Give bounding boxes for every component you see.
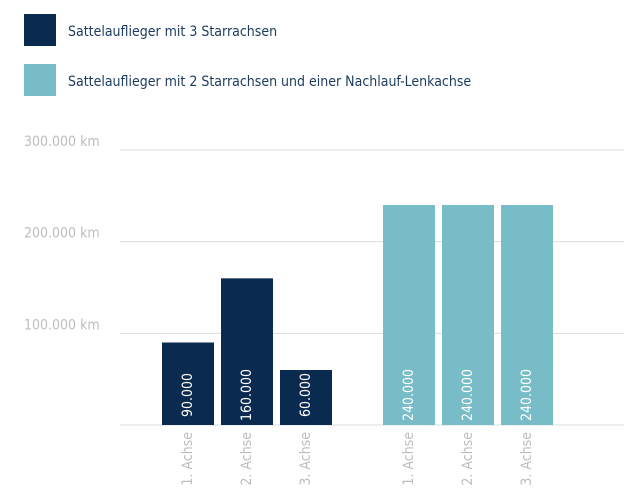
legend-swatch [24, 14, 56, 46]
x-tick-label: 3. Achse [298, 432, 314, 486]
x-tick-label: 2. Achse [460, 432, 476, 486]
bar [221, 278, 273, 425]
y-tick-label: 200.000 km [24, 226, 100, 242]
y-tick-label: 100.000 km [24, 317, 100, 333]
bar [383, 205, 435, 425]
value-label: 240.000 [401, 369, 417, 421]
x-tick-label: 2. Achse [239, 432, 255, 486]
legend-swatch [24, 64, 56, 96]
x-tick-label: 1. Achse [180, 432, 196, 486]
x-tick-label: 3. Achse [519, 432, 535, 486]
value-label: 240.000 [519, 369, 535, 421]
bar [442, 205, 494, 425]
bar [162, 342, 214, 425]
value-label: 160.000 [239, 369, 255, 421]
bar [501, 205, 553, 425]
bar [280, 370, 332, 425]
y-tick-label: 300.000 km [24, 134, 100, 150]
value-label: 90.000 [180, 373, 196, 417]
value-label: 240.000 [460, 369, 476, 421]
x-tick-label: 1. Achse [401, 432, 417, 486]
value-label: 60.000 [298, 373, 314, 417]
legend-label: Sattelauflieger mit 3 Starrachsen [68, 24, 277, 40]
legend-label: Sattelauflieger mit 2 Starrachsen und ei… [68, 74, 471, 90]
